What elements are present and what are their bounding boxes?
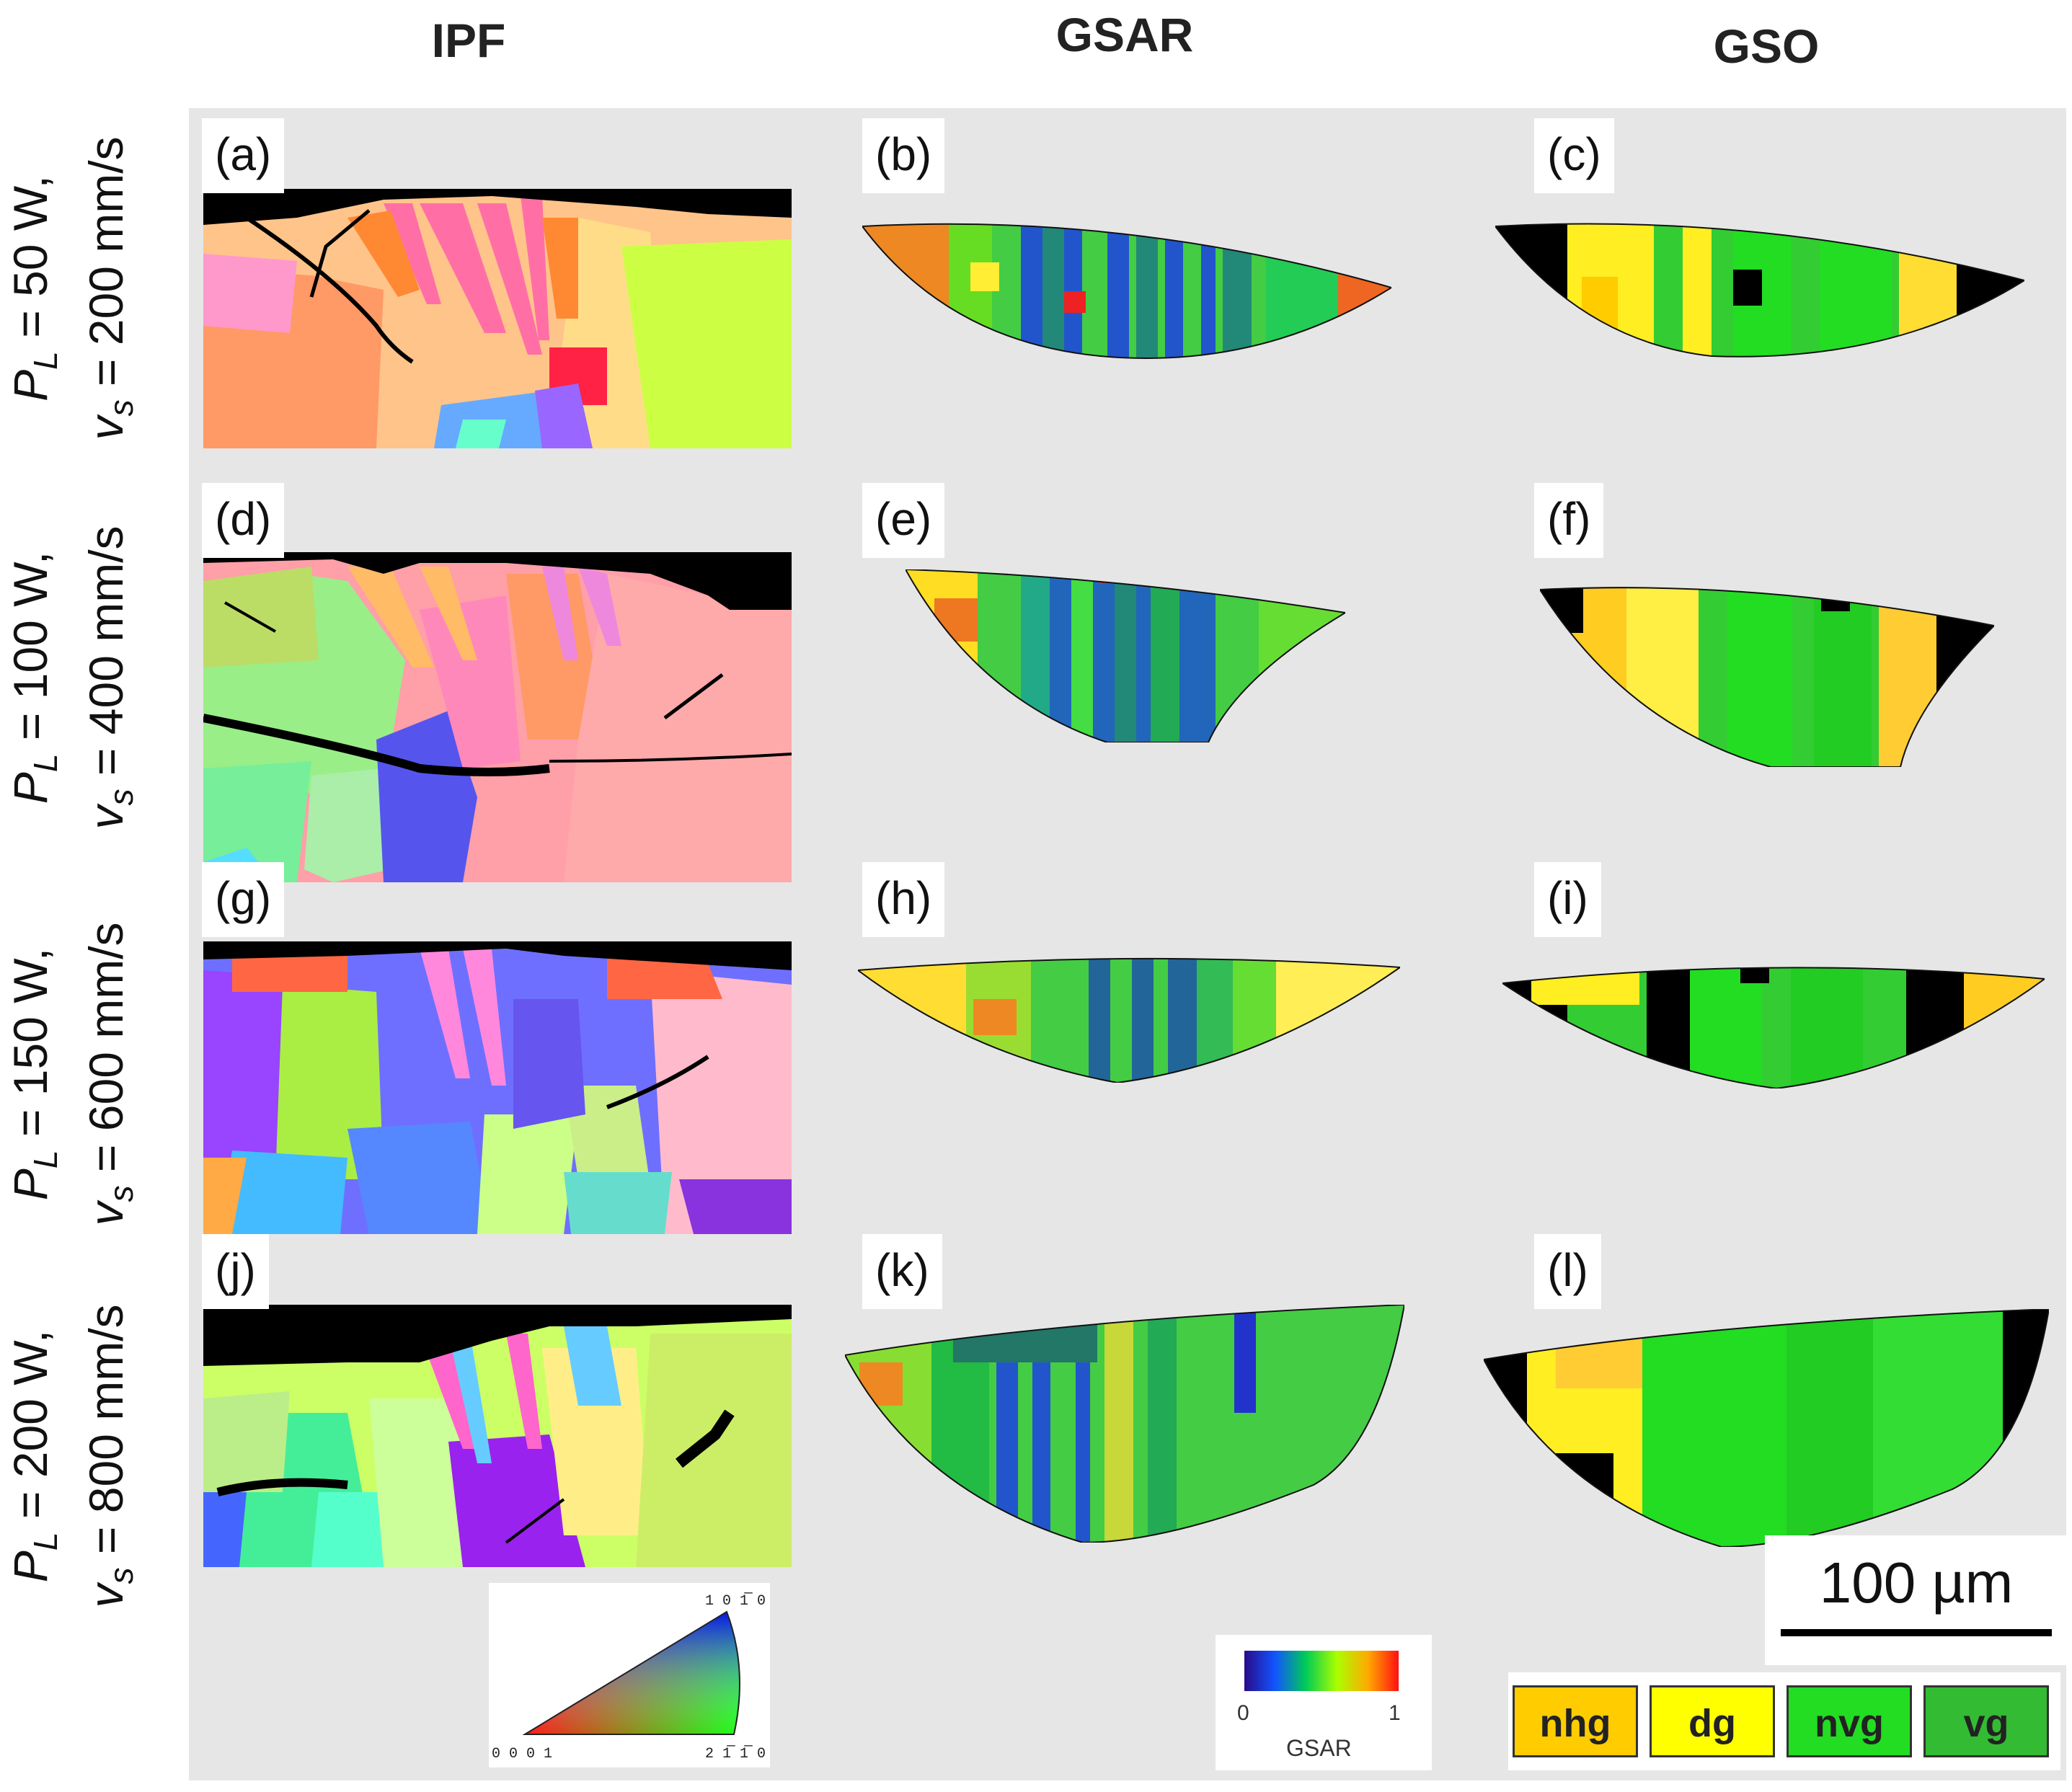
gso-key-dg: dg xyxy=(1650,1685,1775,1757)
gso-key-vg: vg xyxy=(1923,1685,2049,1757)
gso-key-nvg: nvg xyxy=(1787,1685,1912,1757)
panel-label-i: (i) xyxy=(1534,862,1601,937)
panel-label-k: (k) xyxy=(862,1234,942,1309)
ipf-map-d xyxy=(203,552,792,882)
panel-label-h: (h) xyxy=(862,862,945,937)
column-title-ipf: IPF xyxy=(431,14,506,67)
panel-label-e: (e) xyxy=(862,483,945,558)
gsar-legend-label: GSAR xyxy=(1286,1735,1352,1761)
gso-key-nhg: nhg xyxy=(1513,1685,1638,1757)
gso-map-i xyxy=(1502,962,2045,1088)
gso-map-l xyxy=(1484,1309,2049,1547)
ipf-legend-bottom-left: 0 0 0 1 xyxy=(492,1746,552,1762)
gso-map-f xyxy=(1540,582,1994,767)
ipf-map-a xyxy=(203,189,792,448)
column-title-gsar: GSAR xyxy=(1055,8,1194,61)
panel-label-b: (b) xyxy=(862,118,945,193)
ipf-legend: 1 0 1̅ 0 0 0 0 1 2 1̅ 1̅ 0 xyxy=(489,1583,770,1767)
gsar-map-e xyxy=(906,569,1345,742)
row-label-4: PL = 200 W, vs = 800 mm/s xyxy=(4,1304,141,1608)
scale-bar-line xyxy=(1781,1629,2052,1636)
panel-label-l: (l) xyxy=(1534,1234,1601,1309)
gso-map-c xyxy=(1495,219,2024,360)
panel-label-f: (f) xyxy=(1534,483,1604,558)
gsar-map-h xyxy=(858,956,1400,1083)
panel-label-d: (d) xyxy=(202,483,285,558)
gsar-map-k xyxy=(845,1305,1404,1543)
panel-label-a: (a) xyxy=(202,118,285,193)
ipf-legend-bottom-right: 2 1̅ 1̅ 0 xyxy=(705,1744,766,1762)
panel-label-c: (c) xyxy=(1534,118,1614,193)
scale-bar: 100 µm xyxy=(1765,1535,2068,1665)
ipf-legend-top: 1 0 1̅ 0 xyxy=(705,1592,766,1610)
gsar-legend-max: 1 xyxy=(1389,1701,1401,1725)
gsar-legend-min: 0 xyxy=(1237,1701,1249,1725)
panel-label-j: (j) xyxy=(202,1234,269,1309)
ipf-map-g xyxy=(203,941,792,1234)
gso-legend: nhg dg nvg vg xyxy=(1508,1672,2060,1770)
scale-bar-label: 100 µm xyxy=(1819,1551,2014,1615)
ipf-map-j xyxy=(203,1305,792,1567)
column-title-gso: GSO xyxy=(1713,19,1820,73)
row-label-3: PL = 150 W, vs = 600 mm/s xyxy=(4,922,141,1226)
panel-label-g: (g) xyxy=(202,862,285,937)
gsar-legend: 0 1 GSAR xyxy=(1216,1635,1432,1770)
row-label-2: PL = 100 W, vs = 400 mm/s xyxy=(4,525,141,830)
row-label-1: PL = 50 W, vs = 200 mm/s xyxy=(4,136,141,440)
gsar-map-b xyxy=(862,219,1391,363)
